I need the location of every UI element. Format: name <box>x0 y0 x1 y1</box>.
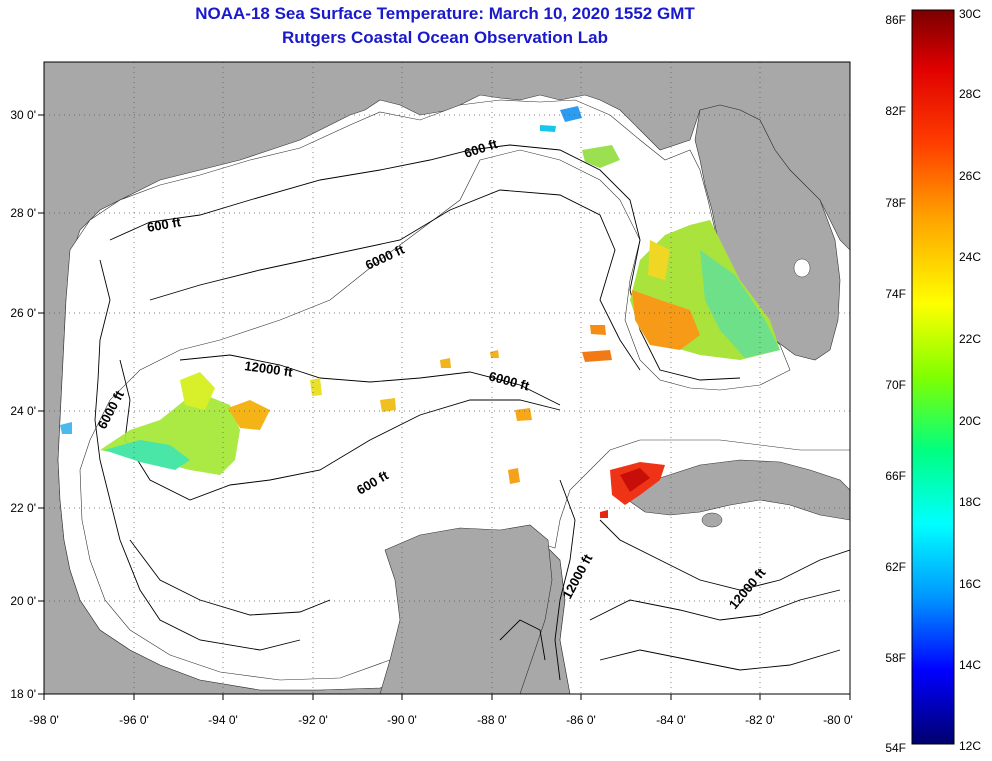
colorbar-c-label: 14C <box>959 658 981 672</box>
y-tick-label: 30 0' <box>10 108 36 122</box>
colorbar-f-label: 70F <box>885 378 906 392</box>
colorbar <box>911 9 955 745</box>
colorbar-f-label: 86F <box>885 13 906 27</box>
colorbar-c-label: 18C <box>959 495 981 509</box>
colorbar-c-label: 12C <box>959 739 981 753</box>
y-tick-label: 28 0' <box>10 206 36 220</box>
map-title: NOAA-18 Sea Surface Temperature: March 1… <box>195 4 695 23</box>
land-isla-juventud <box>701 512 723 528</box>
x-tick-label: -94 0' <box>208 713 238 727</box>
contour-label-12000ft-west: 12000 ft <box>244 358 295 380</box>
colorbar-f-label: 54F <box>885 741 906 755</box>
colorbar-c-label: 24C <box>959 250 981 264</box>
x-tick-label: -80 0' <box>823 713 853 727</box>
land-florida <box>694 104 841 361</box>
colorbar-f-label: 78F <box>885 196 906 210</box>
graticule <box>44 62 850 694</box>
y-tick-label: 24 0' <box>10 404 36 418</box>
x-tick-label: -86 0' <box>566 713 596 727</box>
land-yucatan <box>379 524 553 694</box>
colorbar-f-label: 62F <box>885 560 906 574</box>
x-tick-label: -90 0' <box>387 713 417 727</box>
x-tick-label: -92 0' <box>298 713 328 727</box>
colorbar-f-label: 74F <box>885 287 906 301</box>
x-tick-label: -96 0' <box>119 713 149 727</box>
map-subtitle: Rutgers Coastal Ocean Observation Lab <box>282 28 608 47</box>
sst-data <box>60 106 780 518</box>
lake-okeechobee <box>793 258 811 278</box>
x-tick-label: -88 0' <box>477 713 507 727</box>
y-tick-label: 18 0' <box>10 687 36 701</box>
y-tick-label: 20 0' <box>10 594 36 608</box>
x-tick-label: -82 0' <box>745 713 775 727</box>
contour-label-600ft-west: 600 ft <box>146 214 183 235</box>
y-tick-label: 22 0' <box>10 501 36 515</box>
colorbar-f-label: 82F <box>885 104 906 118</box>
colorbar-c-label: 16C <box>959 577 981 591</box>
colorbar-c-label: 28C <box>959 87 981 101</box>
colorbar-f-label: 58F <box>885 651 906 665</box>
x-tick-label: -98 0' <box>29 713 59 727</box>
colorbar-f-label: 66F <box>885 469 906 483</box>
map-frame <box>43 61 851 695</box>
land-cuba <box>627 459 850 521</box>
colorbar-c-label: 26C <box>959 169 981 183</box>
y-tick-label: 26 0' <box>10 306 36 320</box>
colorbar-c-label: 20C <box>959 414 981 428</box>
colorbar-c-label: 30C <box>959 7 981 21</box>
x-tick-label: -84 0' <box>656 713 686 727</box>
colorbar-c-label: 22C <box>959 332 981 346</box>
axis-tick-marks <box>38 114 851 700</box>
